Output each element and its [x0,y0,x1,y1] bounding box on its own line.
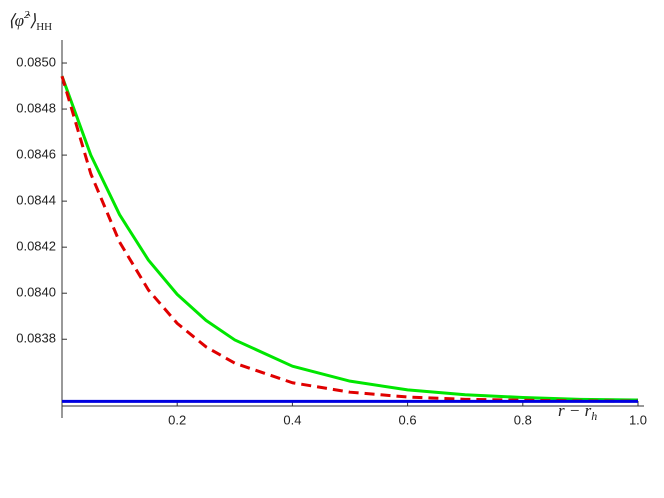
x-tick-label: 0.4 [283,412,301,427]
y-tick-label: 0.0844 [16,193,56,208]
y-tick-label: 0.0848 [16,100,56,115]
x-axis-label: r − rh [558,401,597,423]
x-tick-label: 1.0 [629,412,647,427]
y-axis-label: ⟨φ̂2⟩HH [8,9,52,33]
x-label-main: r − r [558,401,592,420]
y-label-close: ⟩ [30,11,37,30]
y-tick-label: 0.0846 [16,147,56,162]
series-line [60,75,639,403]
x-tick-label: 0.6 [399,412,417,427]
y-tick-label: 0.0842 [16,239,56,254]
y-label-sup: 2 [24,9,30,21]
x-tick-label: 0.8 [514,412,532,427]
x-tick-label: 0.2 [168,412,186,427]
y-label-sub: HH [36,21,52,33]
series-line [60,75,639,402]
y-tick-label: 0.0850 [16,54,56,69]
y-tick-label: 0.0840 [16,285,56,300]
y-tick-label: 0.0838 [16,331,56,346]
x-label-sub: h [591,409,597,423]
